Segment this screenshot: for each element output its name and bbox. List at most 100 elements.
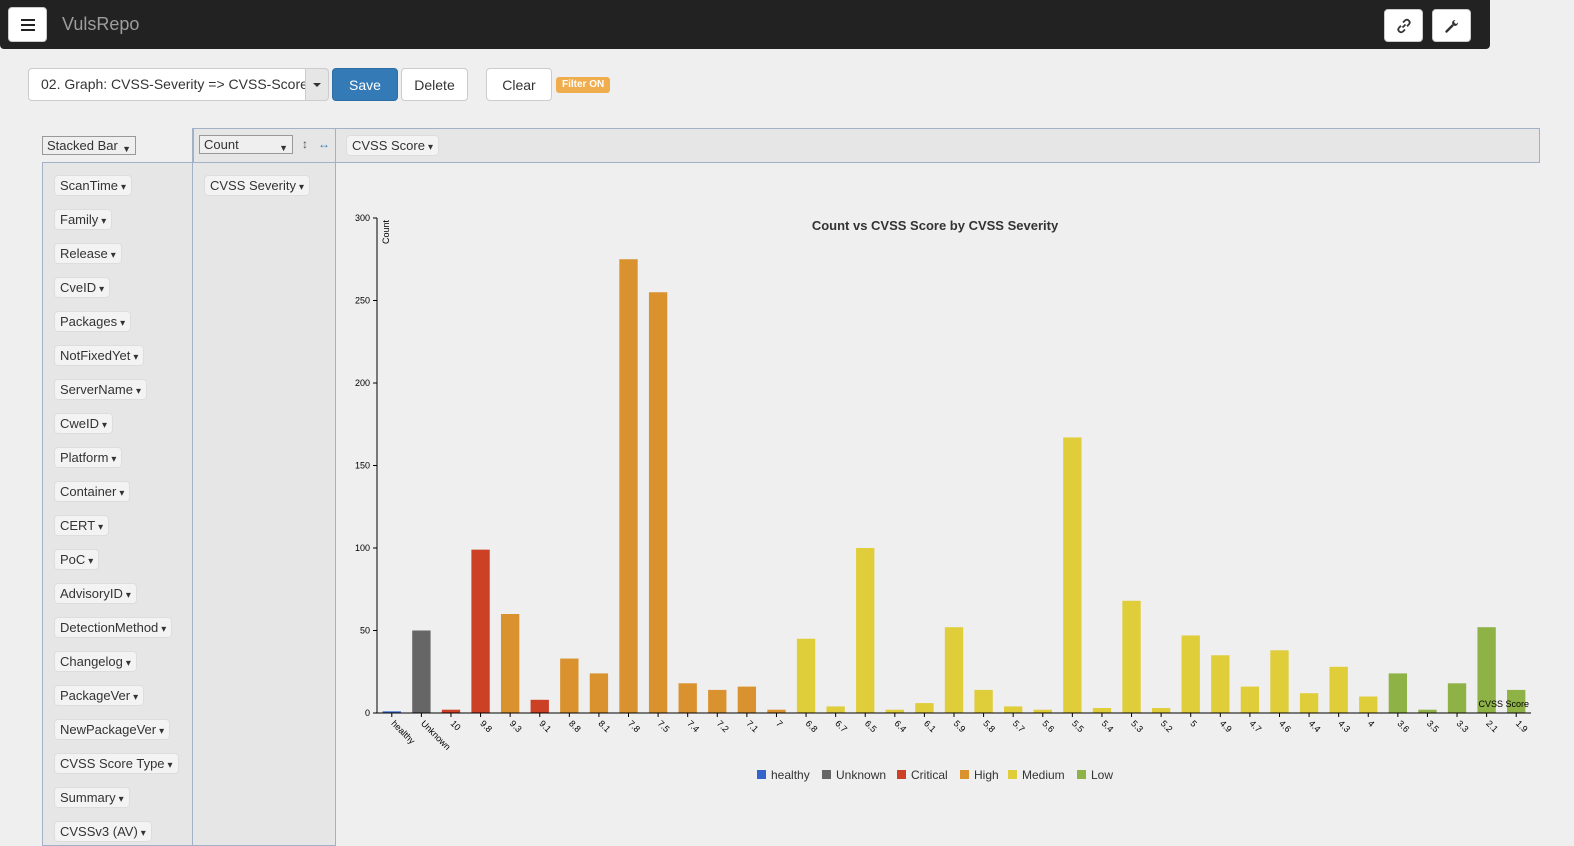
bar[interactable]	[1329, 666, 1348, 713]
legend-label: Medium	[1022, 768, 1065, 782]
settings-button[interactable]	[1432, 9, 1471, 42]
bar[interactable]	[1388, 673, 1408, 713]
legend-swatch	[757, 770, 766, 779]
bar[interactable]	[856, 548, 875, 713]
attr-item[interactable]: CveID ▾	[54, 277, 111, 298]
x-tick-label: 9.3	[508, 718, 524, 734]
bar[interactable]	[796, 638, 816, 713]
wrench-icon	[1444, 19, 1458, 33]
chevron-down-icon: ▾	[119, 488, 125, 499]
attr-item[interactable]: CERT ▾	[54, 515, 110, 536]
col-attr-cvss-score[interactable]: CVSS Score ▾	[346, 135, 440, 156]
legend-swatch	[822, 770, 831, 779]
attr-item[interactable]: Platform ▾	[54, 447, 123, 468]
app-brand[interactable]: VulsRepo	[62, 14, 140, 34]
chevron-down-icon: ▾	[102, 420, 108, 431]
share-link-button[interactable]	[1384, 9, 1423, 42]
bar[interactable]	[1507, 689, 1526, 713]
attr-item[interactable]: CweID ▾	[54, 413, 114, 434]
bar[interactable]	[1063, 437, 1082, 713]
x-tick-label: 5	[1188, 718, 1199, 729]
attr-item[interactable]: Container ▾	[54, 481, 131, 502]
x-tick-label: 5.6	[1040, 718, 1056, 734]
bar[interactable]	[1122, 600, 1141, 713]
bar[interactable]	[708, 689, 727, 713]
bar[interactable]	[678, 683, 697, 713]
x-tick-label: 9.1	[537, 718, 553, 734]
unused-attributes-list: ScanTime ▾ Family ▾ Release ▾ CveID ▾ Packages ▾ N…	[42, 162, 193, 846]
attr-item[interactable]: Packages ▾	[54, 311, 132, 332]
bar[interactable]	[944, 627, 964, 713]
attr-item[interactable]: PoC ▾	[54, 549, 100, 570]
attr-item[interactable]: DetectionMethod ▾	[54, 617, 173, 638]
attr-item[interactable]: Family ▾	[54, 209, 113, 230]
attr-item[interactable]: AdvisoryID ▾	[54, 583, 137, 604]
bar[interactable]	[560, 658, 579, 713]
bar[interactable]	[1211, 655, 1230, 713]
legend: healthy Unknown Critical High Medium Low	[757, 768, 1113, 782]
chevron-down-icon: ▾	[133, 692, 139, 703]
bar[interactable]	[382, 711, 401, 713]
bar[interactable]	[1092, 708, 1112, 713]
bar[interactable]	[1151, 708, 1171, 713]
bar[interactable]	[737, 686, 757, 713]
bar[interactable]	[1418, 709, 1437, 713]
attr-item[interactable]: CVSSv3 (AV) ▾	[54, 821, 152, 842]
bar[interactable]	[648, 292, 668, 713]
save-button[interactable]: Save	[332, 68, 398, 101]
renderer-select[interactable]: Stacked Bar ▼	[42, 136, 136, 155]
attr-item[interactable]: ScanTime ▾	[54, 175, 133, 196]
bar[interactable]	[500, 614, 520, 713]
bar[interactable]	[1240, 686, 1260, 713]
bar[interactable]	[1447, 683, 1467, 713]
bar[interactable]	[974, 689, 993, 713]
column-attributes-cell: CVSS Score ▾	[335, 128, 1540, 163]
bar[interactable]	[1477, 627, 1496, 713]
bar[interactable]	[1033, 709, 1052, 713]
attr-item[interactable]: CVSS Score Type ▾	[54, 753, 179, 774]
bar[interactable]	[826, 706, 845, 713]
bar[interactable]	[915, 703, 934, 713]
bar[interactable]	[767, 709, 786, 713]
bar[interactable]	[619, 259, 638, 713]
attr-item[interactable]: Summary ▾	[54, 787, 130, 808]
aggregator-select[interactable]: Count ▼	[199, 135, 293, 154]
bar[interactable]	[412, 630, 431, 714]
bar[interactable]	[441, 709, 461, 713]
bar[interactable]	[1181, 635, 1200, 713]
x-tick-label: 5.2	[1159, 718, 1175, 734]
bar[interactable]	[1299, 693, 1319, 713]
filter-status-badge: Filter ON	[556, 77, 611, 93]
legend-item[interactable]: Critical	[897, 768, 948, 782]
attr-item[interactable]: Changelog ▾	[54, 651, 137, 672]
row-attr-cvss-severity[interactable]: CVSS Severity ▾	[204, 175, 311, 196]
row-order-icon[interactable]: ↕	[302, 137, 308, 151]
delete-button[interactable]: Delete	[401, 68, 468, 101]
report-select[interactable]: 02. Graph: CVSS-Severity => CVSS-Score	[28, 68, 328, 101]
attr-item[interactable]: Release ▾	[54, 243, 122, 264]
bar[interactable]	[885, 709, 904, 713]
x-tick-label: 5.3	[1129, 718, 1145, 734]
x-tick-label: 3.6	[1395, 718, 1411, 734]
bar[interactable]	[589, 673, 609, 713]
col-order-icon[interactable]: ↔	[318, 137, 330, 151]
bar[interactable]	[471, 549, 490, 713]
attr-item[interactable]: ServerName ▾	[54, 379, 147, 400]
legend-item[interactable]: High	[960, 768, 999, 782]
bar[interactable]	[1270, 650, 1289, 713]
attr-item[interactable]: NotFixedYet ▾	[54, 345, 145, 366]
attr-item[interactable]: NewPackageVer ▾	[54, 719, 171, 740]
menu-icon	[20, 18, 35, 31]
legend-item[interactable]: Unknown	[822, 768, 886, 782]
bar[interactable]	[530, 699, 549, 713]
legend-item[interactable]: Low	[1077, 768, 1113, 782]
report-dropdown-toggle[interactable]	[305, 68, 329, 101]
clear-button[interactable]: Clear	[486, 68, 552, 101]
attr-item[interactable]: PackageVer ▾	[54, 685, 145, 706]
bar[interactable]	[1359, 696, 1378, 714]
bar[interactable]	[1004, 706, 1023, 713]
chevron-down-icon: ▾	[167, 760, 173, 771]
legend-item[interactable]: Medium	[1008, 768, 1065, 782]
menu-toggle-button[interactable]	[8, 7, 47, 42]
legend-item[interactable]: healthy	[757, 768, 810, 782]
